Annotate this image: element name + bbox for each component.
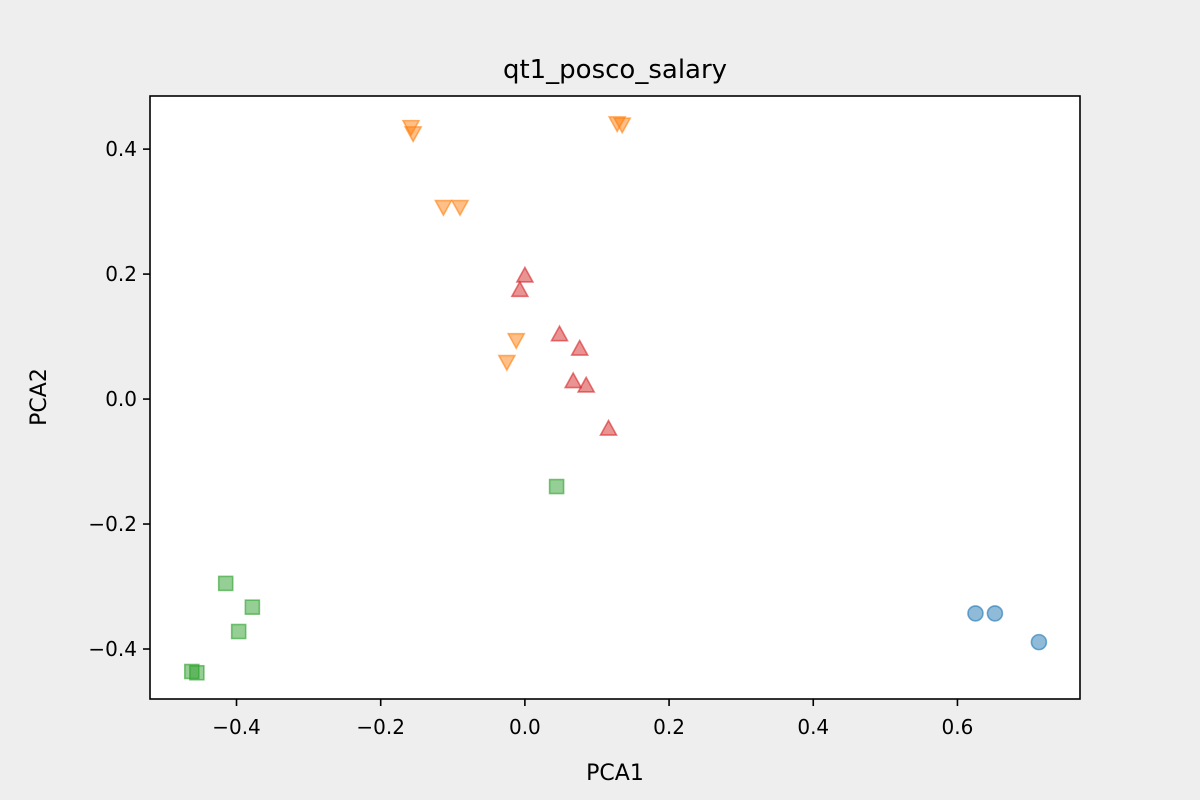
data-point-triangle-down xyxy=(497,354,517,372)
data-point-circle xyxy=(986,605,1004,622)
data-point-square xyxy=(217,575,234,592)
x-tick-label: 0.4 xyxy=(797,715,829,739)
x-tick-label: −0.2 xyxy=(356,715,405,739)
y-axis-title: PCA2 xyxy=(27,368,52,426)
data-point-circle xyxy=(1030,633,1048,651)
data-point-triangle-down xyxy=(506,332,526,350)
data-point-square xyxy=(548,478,565,495)
data-point-triangle-up xyxy=(599,418,618,436)
data-point-triangle-down xyxy=(612,117,632,135)
data-point-square xyxy=(230,623,247,640)
data-point-triangle-up xyxy=(510,280,530,298)
plot-frame xyxy=(149,95,1081,700)
chart-title: qt1_posco_salary xyxy=(503,55,727,85)
data-point-triangle-down xyxy=(450,199,470,217)
y-tick-label: 0.2 xyxy=(105,262,137,286)
data-point-triangle-up xyxy=(576,375,596,393)
y-tick-label: 0.0 xyxy=(105,387,137,411)
x-tick-label: 0.6 xyxy=(942,715,974,739)
plot-area xyxy=(150,96,1080,699)
y-tick-label: 0.4 xyxy=(105,137,137,161)
x-axis-title: PCA1 xyxy=(586,761,644,786)
data-point-circle xyxy=(967,605,984,622)
x-tick-label: 0.2 xyxy=(653,715,685,739)
y-tick-label: −0.2 xyxy=(88,512,137,536)
data-point-triangle-up xyxy=(550,324,569,342)
y-tick-label: −0.4 xyxy=(88,637,137,661)
x-tick-label: −0.4 xyxy=(212,715,261,739)
data-point-square xyxy=(244,599,261,615)
data-point-square xyxy=(189,664,205,681)
data-point-triangle-up xyxy=(570,338,590,356)
ticks-layer: −0.4 −0.2 0.0 0.2 0.4 0.6 −0.4 −0.2 0.0 0.2 0.4 xyxy=(88,137,973,739)
data-point-triangle-down xyxy=(403,126,423,144)
x-tick-label: 0.0 xyxy=(509,715,541,739)
data-point-triangle-up xyxy=(563,371,583,389)
points-layer xyxy=(184,116,1048,681)
data-point-triangle-up xyxy=(515,265,535,283)
data-point-triangle-down xyxy=(434,199,453,217)
